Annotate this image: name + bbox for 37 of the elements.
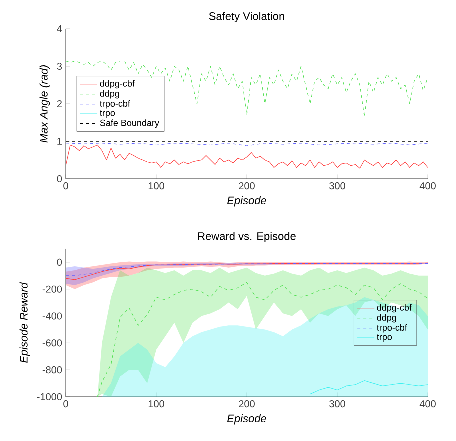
y-tick-label: 0	[57, 258, 62, 266]
legend-label: ddpg	[100, 90, 120, 99]
y-tick-label: -600	[42, 340, 62, 347]
legend-label: trpo-cbf	[377, 324, 408, 333]
y-tick-label: 4	[57, 26, 62, 32]
line-series	[310, 380, 428, 395]
legend-label: ddpg-cbf	[100, 80, 135, 89]
y-tick-label: 2	[57, 100, 62, 108]
x-tick-label: 300	[330, 182, 346, 190]
legend-label: Safe Boundary	[100, 120, 160, 128]
x-tick-label: 200	[239, 400, 255, 408]
legend-label: trpo	[377, 334, 392, 342]
y-tick-label: -200	[42, 286, 62, 293]
x-tick-label: 200	[239, 182, 255, 190]
x-tick-label: 100	[148, 400, 164, 408]
y-axis-title: Max Angle (rad)	[40, 66, 50, 143]
legend-label: ddpg	[377, 314, 396, 323]
y-tick-label: 0	[57, 175, 62, 183]
x-tick-label: 0	[64, 400, 68, 408]
y-tick-label: -1000	[37, 393, 62, 401]
x-tick-label: 100	[148, 182, 164, 190]
x-tick-label: 0	[64, 182, 68, 190]
y-tick-label: 1	[58, 138, 62, 145]
x-axis-title: Episode	[227, 196, 266, 207]
chart-title: Reward vs. Episode	[198, 232, 296, 242]
y-axis-title: Episode Reward	[20, 282, 30, 363]
x-axis-title: Episode	[227, 414, 266, 425]
y-tick-label: -400	[42, 312, 62, 320]
y-tick-label: 3	[57, 62, 62, 70]
x-tick-label: 400	[420, 182, 436, 190]
legend-label: trpo	[100, 110, 116, 118]
legend-label: ddpg-cbf	[377, 304, 412, 313]
chart-title: Safety Violation	[209, 12, 284, 22]
x-tick-label: 300	[330, 400, 346, 408]
legend-label: trpo-cbf	[100, 100, 130, 109]
y-tick-label: -800	[42, 366, 62, 374]
x-tick-label: 400	[420, 400, 436, 408]
